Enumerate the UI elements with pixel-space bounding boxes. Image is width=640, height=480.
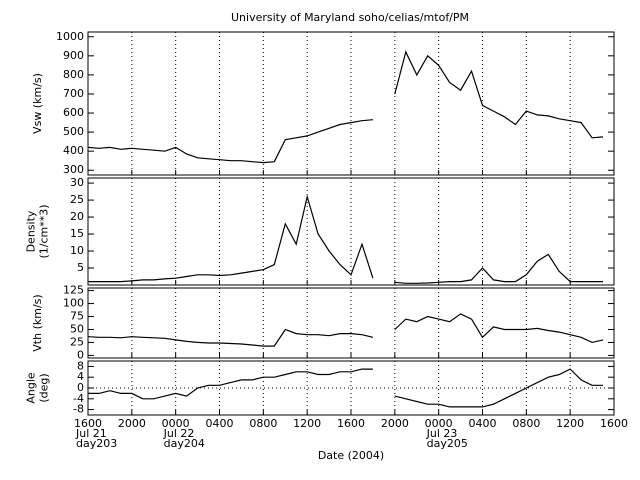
x-tick-label: 1600 [600, 417, 628, 430]
panel-frame [87, 287, 615, 359]
x-tick-label: 1600 [337, 417, 365, 430]
panel-frame [87, 360, 615, 416]
y-tick-label: 500 [63, 125, 84, 138]
y-tick-label: 900 [63, 49, 84, 62]
y-axis-label: Vth (km/s) [31, 294, 44, 351]
x-tick-sublabel: day205 [427, 437, 468, 450]
x-tick-label: 0000 [425, 417, 453, 430]
x-tick-sublabel: Jul 22 [163, 427, 195, 440]
y-tick-label: 125 [63, 284, 84, 297]
y-tick-label: 0 [77, 381, 84, 394]
y-tick-label: -4 [73, 392, 84, 405]
data-line [88, 194, 374, 283]
y-tick-label: -8 [73, 403, 84, 416]
data-line [394, 368, 603, 408]
data-line [87, 328, 374, 347]
x-tick-label: 0400 [206, 417, 234, 430]
x-tick-sublabel: Jul 21 [75, 427, 107, 440]
data-line [394, 253, 603, 284]
x-axis-label: Date (2004) [318, 449, 384, 462]
y-axis-label: (1/cm**3) [38, 204, 51, 258]
chart-title: University of Maryland soho/celias/mtof/… [231, 11, 469, 24]
y-axis-label: Vsw (km/s) [31, 73, 44, 134]
y-tick-label: 0 [77, 348, 84, 361]
y-tick-label: 20 [70, 210, 84, 223]
x-tick-label: 2000 [381, 417, 409, 430]
y-axis-label: Density [25, 210, 38, 252]
y-tick-label: 10 [70, 244, 84, 257]
x-tick-label: 1200 [293, 417, 321, 430]
y-tick-label: 400 [63, 144, 84, 157]
x-tick-sublabel: day204 [164, 437, 205, 450]
x-tick-label: 0800 [512, 417, 540, 430]
x-tick-sublabel: day203 [76, 437, 117, 450]
panel-frame [87, 177, 615, 286]
y-tick-label: 25 [70, 335, 84, 348]
x-tick-label: 1600 [74, 417, 102, 430]
y-tick-label: 50 [70, 322, 84, 335]
y-tick-label: 800 [63, 68, 84, 81]
panel-frame [87, 31, 615, 176]
data-line [394, 313, 604, 344]
x-tick-label: 2000 [118, 417, 146, 430]
y-tick-label: 5 [77, 261, 84, 274]
y-tick-label: 8 [77, 359, 84, 372]
y-axis-label: (deg) [38, 373, 51, 402]
y-tick-label: 75 [70, 310, 84, 323]
y-tick-label: 4 [77, 370, 84, 383]
x-tick-sublabel: Jul 23 [426, 427, 458, 440]
y-tick-label: 30 [70, 176, 84, 189]
y-tick-label: 600 [63, 106, 84, 119]
x-tick-label: 0800 [249, 417, 277, 430]
y-tick-label: 1000 [56, 30, 84, 43]
x-tick-label: 0400 [469, 417, 497, 430]
y-tick-label: 15 [70, 227, 84, 240]
x-tick-label: 0000 [162, 417, 190, 430]
data-line [394, 50, 604, 139]
y-axis-label: Angle [25, 372, 38, 404]
y-tick-label: 700 [63, 87, 84, 100]
y-tick-label: 100 [63, 297, 84, 310]
y-tick-label: 300 [63, 163, 84, 176]
x-tick-label: 1200 [556, 417, 584, 430]
data-line [87, 119, 373, 164]
data-line [88, 368, 373, 400]
y-tick-label: 25 [70, 193, 84, 206]
